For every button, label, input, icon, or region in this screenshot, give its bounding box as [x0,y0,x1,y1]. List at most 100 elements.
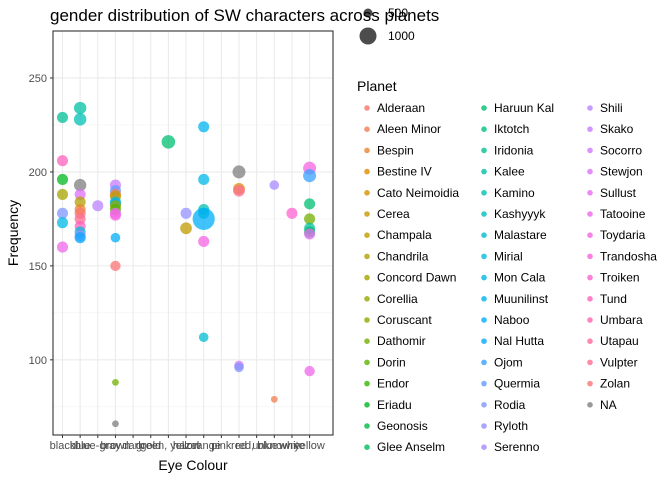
x-tick-label: blue [70,440,91,452]
legend-label: Alderaan [377,101,425,115]
data-point: Dathomir: 175 [304,213,316,225]
legend-label: Socorro [600,143,642,157]
legend-label: Naboo [494,313,530,327]
legend-key [587,147,593,154]
data-point: Tatooine: 94 [304,365,315,377]
legend-key [481,338,487,345]
legend-key [364,359,370,366]
data-point: Naboo: 175 [192,207,215,230]
plot-border [52,30,334,436]
legend-key [364,211,370,217]
data-point: NA: 66 [112,420,119,428]
data-point: Dathomir: 88 [112,378,119,386]
data-point: Aleen Minor: 79 [270,395,278,403]
legend-label: Concord Dawn [377,271,456,285]
legend-label: Bestine IV [377,165,432,179]
legend-key [481,105,487,111]
data-point: Serenno: 193 [269,180,280,190]
legend-key [364,338,370,345]
legend-key [481,359,487,366]
data-point: Ojom: 198 [303,169,317,183]
legend-label: Vulpter [600,355,638,369]
data-point: Mon Cala: 196 [198,173,210,185]
legend-key [364,317,370,323]
legend-label: Ryloth [494,419,528,433]
legend-key [587,338,593,345]
legend-key [587,359,593,366]
legend-label: Dorin [377,355,406,369]
data-point: Mon Cala: 173 [56,217,69,229]
legend-label: Champala [377,228,432,242]
legend-label: Stewjon [600,165,643,179]
legend-label: Trandosha [600,249,657,263]
x-tick-label: orange [187,440,221,452]
legend-label: Tatooine [600,207,646,221]
legend-label: Utapau [600,334,639,348]
data-point: Ryloth: 178 [180,207,192,219]
legend-label: Mirial [494,249,523,263]
legend-label: Mon Cala [494,271,546,285]
legend-key [364,444,370,451]
legend-key [481,380,487,387]
legend-key [587,168,593,175]
data-point: Champala: 170 [180,222,192,235]
x-axis-title: Eye Colour [158,457,228,473]
legend-key [364,190,370,196]
data-point: Toydaria: 177 [109,209,121,221]
legend-key [587,211,593,217]
data-point: NA: 200 [232,165,246,179]
y-tick-label: 200 [29,167,47,179]
legend-key [364,168,370,175]
legend-label: Corellia [377,292,418,306]
legend-label: Kashyyyk [494,207,546,221]
legend-key [587,126,593,132]
legend-label: Serenno [494,440,540,454]
legend-label: Kalee [494,165,525,179]
y-tick-label: 250 [29,73,47,85]
legend-key [587,402,593,408]
legend-key [364,296,370,302]
legend-key [481,147,487,154]
legend-title: Planet [357,78,397,94]
legend-label: Toydaria [600,228,646,242]
data-point: NA: 193 [73,178,87,192]
legend-label: Troiken [600,271,640,285]
legend-label: Umbara [600,313,643,327]
data-point: Shili: 182 [92,200,104,212]
data-point: Kamino: 228 [73,113,87,126]
data-point: Tatooine: 160 [56,241,69,253]
data-point: Kalee: 234 [73,101,87,115]
legend-key [364,126,370,132]
size-legend-key [359,27,377,45]
legend-key [587,190,593,196]
size-legend-label: 500 [388,6,408,20]
data-point: Haruun Kal: 183 [304,198,316,210]
legend-label: Malastare [494,228,547,242]
legend-label: Cerea [377,207,410,221]
x-tick-label: white [278,440,305,452]
data-point: Eriadu: 196 [56,173,69,185]
legend-key [587,253,593,260]
legend-label: Haruun Kal [494,101,554,115]
data-point: Vulpter: 190 [233,184,245,197]
legend-key [364,380,370,387]
color-legend: Planet Alderaan Aleen Minor Bespin Bestine … [357,78,657,454]
legend-label: Iridonia [494,143,534,157]
legend-key [364,232,370,238]
legend-label: Rodia [494,398,526,412]
legend-key [364,147,370,154]
legend-key [481,126,487,132]
legend-key [364,105,370,111]
legend-label: Shili [600,101,623,115]
legend-key [481,232,487,238]
legend-label: Coruscant [377,313,432,327]
legend-key [481,274,487,281]
data-point: Muunilinst: 224 [198,121,210,133]
x-tick-label: red, blue [235,440,278,452]
x-tick-label: pink [211,440,232,452]
x-tick-label: brown [100,440,130,452]
legend-label: NA [600,398,617,412]
data-point: Iridonia: 229 [56,111,69,123]
legend-key [587,274,593,281]
data-point: Rodia: 178 [56,207,69,219]
